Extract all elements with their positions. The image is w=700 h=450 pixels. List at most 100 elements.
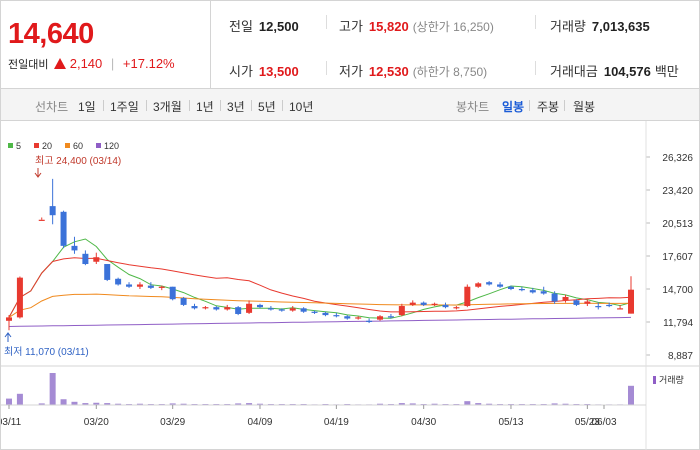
candle-body	[355, 317, 362, 319]
ma-legend: 5 20 60 120	[8, 141, 119, 151]
up-triangle-icon	[54, 58, 67, 69]
volume-bar	[409, 403, 416, 405]
candles	[6, 178, 634, 331]
open-label: 시가	[229, 64, 253, 79]
candle-body	[377, 316, 384, 320]
candle-body	[366, 320, 373, 322]
divider	[529, 100, 530, 111]
candle-body	[246, 303, 253, 313]
candle-body	[475, 283, 482, 287]
divider	[220, 100, 221, 111]
x-tick-label: 03/11	[1, 417, 22, 428]
line-chart-label: 선차트	[35, 100, 69, 114]
ma60-legend-label: 60	[73, 141, 83, 151]
candle-body	[6, 317, 12, 321]
amount-unit: 백만	[654, 64, 679, 79]
low-stat: 저가 12,530 (하한가 8,750)	[339, 61, 487, 80]
candle-body	[180, 298, 187, 305]
volume-bar	[169, 403, 176, 405]
candle-body	[147, 285, 154, 288]
ma5-legend-swatch	[8, 143, 13, 148]
volume-bar	[93, 402, 100, 405]
prev-close-value: 12,500	[258, 19, 299, 34]
candle-body	[158, 286, 165, 288]
candle-daily-button[interactable]: 일봉	[502, 100, 525, 114]
high-stat: 고가 15,820 (상한가 16,250)	[339, 16, 494, 35]
x-tick-label: 04/30	[411, 417, 436, 428]
candle-body	[82, 253, 89, 265]
change-percent: +17.12%	[122, 56, 175, 71]
x-tick-label: 04/09	[247, 417, 272, 428]
candle-body	[71, 245, 78, 251]
volume-bar	[464, 401, 471, 405]
volume-legend-swatch	[653, 376, 656, 384]
range-3m-button[interactable]: 3개월	[153, 100, 182, 114]
volume-bar	[246, 403, 253, 405]
current-price-box: 14,640 전일대비 2,140 | +17.12%	[1, 1, 211, 89]
candle-monthly-button[interactable]: 월봉	[573, 100, 596, 114]
volume-bar	[628, 385, 634, 405]
range-1d-button[interactable]: 1일	[78, 100, 96, 114]
range-1w-button[interactable]: 1주일	[110, 100, 139, 114]
y-tick-label: 20,513	[662, 219, 693, 230]
candle-weekly-button[interactable]: 주봉	[537, 100, 560, 114]
candle-body	[442, 304, 449, 308]
candle-body	[104, 264, 111, 280]
divider	[535, 61, 536, 75]
high-value: 15,820	[368, 19, 409, 34]
range-3y-button[interactable]: 3년	[227, 100, 245, 114]
range-10y-button[interactable]: 10년	[289, 100, 314, 114]
volume-bar	[136, 403, 143, 405]
candle-body	[464, 286, 471, 307]
candle-body	[16, 277, 23, 318]
y-tick-label: 17,607	[662, 252, 693, 263]
candle-body	[300, 308, 307, 312]
volume-bar	[562, 403, 569, 405]
candle-body	[256, 304, 263, 308]
volume-bar	[377, 403, 384, 405]
candle-body	[497, 284, 504, 287]
volume-bar	[398, 403, 405, 405]
high-annotation: 최고 24,400 (03/14)	[35, 155, 121, 167]
x-tick-label: 03/20	[84, 417, 109, 428]
volume-value: 7,013,635	[591, 19, 650, 34]
change-label: 전일대비	[8, 59, 49, 71]
divider	[326, 61, 327, 75]
moving-average-lines	[8, 238, 632, 327]
range-5y-button[interactable]: 5년	[258, 100, 276, 114]
divider	[535, 15, 536, 29]
candle-body	[38, 219, 45, 221]
candle-body	[595, 306, 602, 308]
candle-body	[169, 286, 176, 300]
chart-toolbar: 선차트 1일 1주일 3개월 1년 3년 5년 10년 봉차트 일봉 주봉 월봉	[1, 89, 699, 121]
candle-body	[486, 282, 493, 285]
prev-close-label: 전일	[229, 19, 253, 34]
ma60-legend-swatch	[65, 143, 70, 148]
divider	[146, 100, 147, 111]
candle-body	[278, 309, 285, 311]
y-tick-label: 11,794	[663, 318, 693, 329]
candle-body	[398, 306, 405, 316]
candle-body	[322, 312, 329, 316]
volume-bar	[235, 403, 242, 405]
divider	[189, 100, 190, 111]
prev-close-stat: 전일 12,500	[229, 16, 299, 35]
lower-limit: (하한가 8,750)	[412, 65, 488, 79]
candle-body	[333, 315, 340, 317]
high-label: 고가	[339, 19, 363, 34]
range-1y-button[interactable]: 1년	[196, 100, 214, 114]
candle-body	[344, 316, 351, 319]
volume-bar	[16, 393, 23, 405]
volume-label: 거래량	[550, 19, 586, 34]
candle-body	[267, 308, 274, 310]
candle-body	[628, 289, 634, 314]
change-separator: |	[110, 56, 115, 71]
ma20-legend-swatch	[34, 143, 39, 148]
x-tick-label: 04/19	[324, 417, 349, 428]
candle-chart-label: 봉차트	[456, 100, 490, 114]
ma60-line	[8, 293, 632, 318]
candle-body	[409, 302, 416, 305]
volume-bar	[49, 373, 56, 405]
volume-bar	[104, 403, 111, 405]
volume-bar	[71, 401, 78, 405]
